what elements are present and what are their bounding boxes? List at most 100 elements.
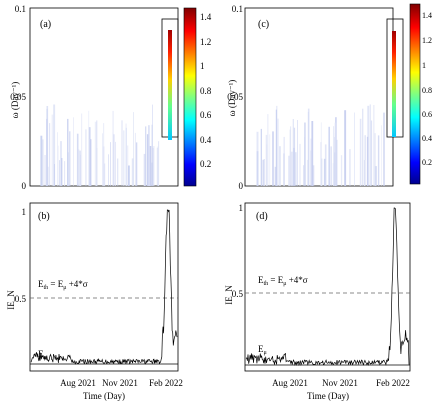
spectral-streak (59, 160, 60, 186)
spectral-streak (374, 133, 376, 186)
spectral-streak (290, 151, 293, 186)
panel-d-xtick-feb: Feb 2022 (376, 378, 410, 388)
panel-a-peak-streak (168, 30, 172, 140)
colorbar-c-tick: 0.4 (422, 134, 432, 143)
panel-b-mean-label: Eμ (38, 349, 47, 361)
panel-d-threshold-label: Eth = Eμ +4*σ (258, 275, 308, 287)
panel-d-frame (244, 202, 411, 372)
panel-a-ytick-0.05: 0.05 (10, 92, 26, 102)
spectral-streak (266, 144, 268, 186)
spectral-streak (69, 131, 71, 186)
spectral-streak (328, 126, 330, 186)
colorbar-c-tick: 0.8 (422, 86, 432, 95)
panel-c-peak-streak (392, 31, 396, 137)
spectral-streak (295, 152, 297, 186)
panel-b: (b) Eth = Eμ +4*σ Eμ 1 0.5 IE_N Aug 2021… (6, 202, 183, 401)
colorbar-a-tick: 0.8 (200, 86, 212, 96)
spectral-streak (311, 121, 314, 186)
spectral-streak (377, 135, 380, 186)
spectral-streak (126, 145, 129, 186)
spectral-streak (321, 158, 323, 186)
spectral-streak (79, 150, 81, 186)
panel-a-ytick-0.1: 0.1 (15, 4, 26, 14)
spectral-streak (152, 104, 153, 186)
spectral-streak (85, 129, 87, 186)
spectral-streak (64, 161, 66, 186)
spectral-streak (113, 134, 115, 186)
spectral-streak (367, 105, 370, 186)
spectral-streak (299, 143, 301, 186)
spectral-streak (89, 139, 92, 186)
spectral-streak (108, 154, 109, 186)
colorbar-c-tick: 0.6 (422, 110, 432, 119)
spectral-streak (112, 110, 114, 186)
spectral-streak (334, 122, 337, 186)
spectral-streak (96, 120, 98, 186)
panel-b-label: (b) (38, 211, 50, 222)
spectral-streak (272, 131, 274, 186)
spectral-streak (307, 111, 309, 186)
spectral-streak (279, 146, 281, 186)
spectral-streak (383, 112, 385, 186)
spectral-streak (134, 132, 136, 186)
spectral-streak (47, 166, 49, 186)
spectral-streak (306, 159, 309, 186)
spectral-streak (128, 165, 130, 186)
spectral-streak (359, 118, 362, 186)
spectral-streak (151, 124, 153, 186)
panel-b-xtick-feb: Feb 2022 (149, 378, 183, 388)
spectral-streak (369, 104, 371, 186)
spectral-streak (110, 142, 111, 186)
panel-d-ytick-1: 1 (239, 203, 244, 213)
colorbar-c-tick: 1.2 (422, 36, 432, 45)
spectral-streak (275, 109, 277, 186)
panel-c-ytick-0.1: 0.1 (232, 4, 243, 14)
spectral-streak (290, 126, 292, 186)
spectral-streak (363, 160, 366, 186)
colorbar-a-tick: 1.2 (200, 37, 211, 47)
panel-d-label: (d) (256, 211, 268, 222)
spectral-streak (307, 108, 310, 186)
spectral-streak (274, 166, 277, 186)
spectral-streak (46, 106, 49, 186)
spectral-streak (156, 147, 158, 186)
panel-c-label: (c) (258, 19, 269, 30)
spectral-streak (42, 139, 44, 186)
spectral-streak (133, 112, 134, 186)
spectral-streak (263, 159, 265, 186)
spectral-streak (73, 117, 74, 186)
spectral-streak (349, 149, 351, 186)
panel-d-mean-label: Eμ (258, 344, 267, 356)
spectral-streak (145, 126, 147, 186)
colorbar-c-tick: 0.2 (422, 158, 432, 167)
panel-d-series-line (245, 207, 410, 367)
panel-b-xtick-nov: Nov 2021 (102, 378, 138, 388)
spectral-streak (293, 147, 295, 186)
panel-b-threshold-label: Eth = Eμ +4*σ (38, 279, 88, 291)
spectral-streak (88, 110, 90, 186)
spectral-streak (78, 149, 80, 186)
spectral-streak (323, 158, 326, 186)
panel-c-ylabel: ω (Day⁻¹) (227, 80, 237, 117)
spectral-streak (115, 141, 116, 186)
spectral-streak (57, 132, 58, 186)
spectral-streak (330, 146, 332, 186)
panel-a-label: (a) (40, 19, 51, 30)
spectral-streak (123, 130, 125, 186)
spectral-streak (143, 153, 146, 186)
spectral-streak (262, 159, 264, 186)
colorbar-c-tick: 1.4 (422, 11, 432, 20)
colorbar-a-tick: 0.4 (200, 135, 212, 145)
spectral-streak (269, 134, 271, 186)
panel-d-ytick-0.5: 0.5 (232, 289, 244, 299)
spectral-streak (158, 141, 160, 186)
spectral-streak (373, 105, 375, 186)
panel-b-frame (29, 202, 179, 372)
panel-b-ylabel: IE_N (6, 290, 16, 310)
spectral-streak (366, 136, 369, 186)
spectral-streak (332, 163, 334, 186)
spectral-streak (333, 132, 335, 186)
spectral-streak (49, 123, 51, 186)
panel-b-ytick-1: 1 (22, 207, 27, 217)
spectral-streak (267, 114, 269, 186)
